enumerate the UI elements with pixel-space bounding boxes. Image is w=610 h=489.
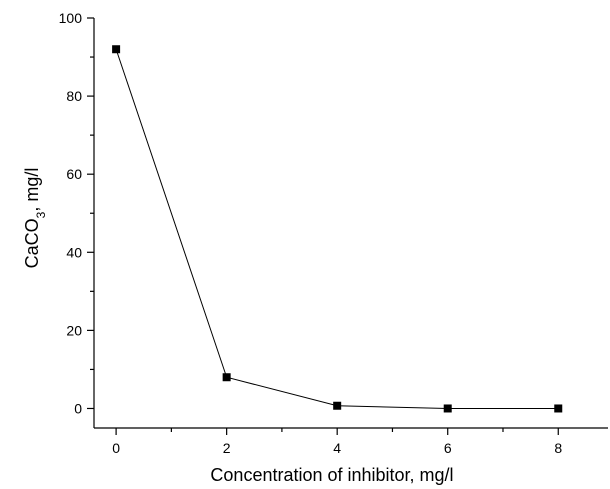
series-line-0 <box>115 49 559 409</box>
y-axis-title: CaCO3, mg/l <box>22 168 48 269</box>
series-group <box>112 45 563 413</box>
y-tick-label-5: 100 <box>59 10 83 26</box>
y-tick-label-0: 0 <box>74 400 82 416</box>
x-tick-label-2: 4 <box>333 440 341 456</box>
y-tick-label-2: 40 <box>66 244 82 260</box>
y-tick-label-3: 60 <box>66 166 82 182</box>
x-axis-title: Concentration of inhibitor, mg/l <box>210 465 453 485</box>
y-tick-label-1: 20 <box>66 322 82 338</box>
data-point-0-3 <box>443 404 452 413</box>
data-point-0-1 <box>222 373 231 382</box>
x-tick-label-3: 6 <box>444 440 452 456</box>
y-axis-title-rest: , mg/l <box>22 168 42 212</box>
data-point-0-0 <box>112 45 121 54</box>
y-axis-title-main: CaCO <box>22 218 42 268</box>
x-tick-label-1: 2 <box>223 440 231 456</box>
y-tick-label-4: 80 <box>66 88 82 104</box>
x-tick-label-4: 8 <box>554 440 562 456</box>
y-axis-title-sub: 3 <box>34 211 48 218</box>
y-axis: 0 20 40 60 80 100 <box>59 10 95 428</box>
x-tick-label-0: 0 <box>112 440 120 456</box>
data-point-0-4 <box>554 404 563 413</box>
x-axis: 0 2 4 6 8 <box>94 427 608 456</box>
data-point-0-2 <box>333 401 342 410</box>
